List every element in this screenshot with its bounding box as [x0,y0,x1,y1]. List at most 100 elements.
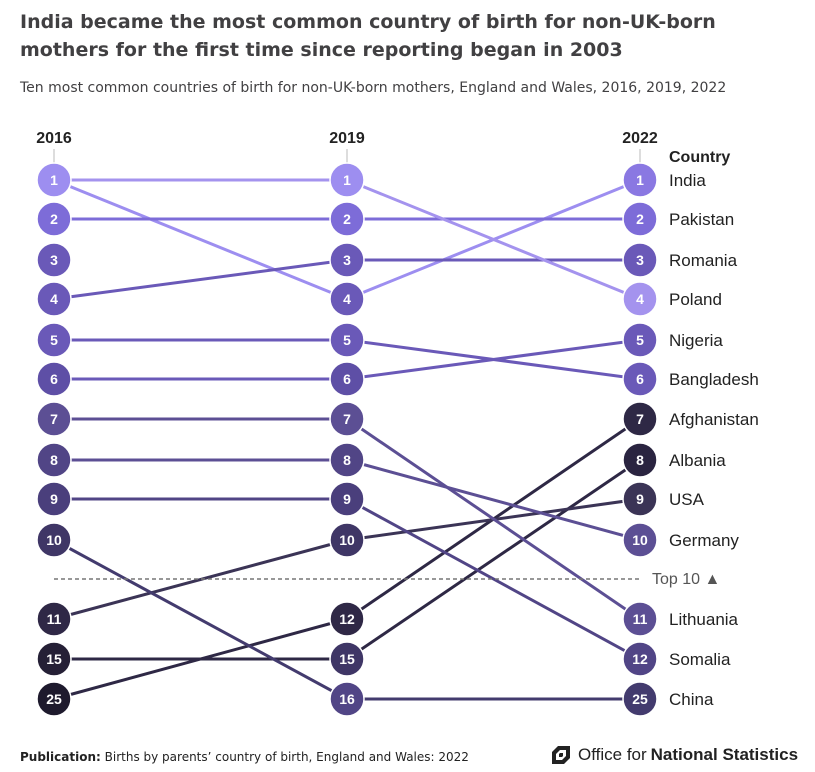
rank-node-2019-12: 12 [329,601,365,637]
rank-node-2022-3: 3 [622,242,658,278]
rank-node-2019-5: 5 [329,322,365,358]
year-labels: 2016 2019 2022 [36,130,658,147]
rank-node-circle [622,162,658,198]
rank-node-circle [329,401,365,437]
rank-node-label: 7 [50,411,58,427]
rank-node-label: 12 [632,651,648,667]
rank-node-label: 2 [50,211,58,227]
rank-node-2016-10: 10 [36,522,72,558]
logo-text-regular: Office for [578,745,647,764]
rank-node-circle [36,401,72,437]
logo-text-bold: National Statistics [650,745,799,764]
country-label-afghanistan: Afghanistan [669,410,759,429]
rank-node-2022-7: 7 [622,401,658,437]
rank-node-circle [36,281,72,317]
chart-title: India became the most common country of … [20,11,716,61]
rank-node-circle [622,281,658,317]
rank-node-circle [36,601,72,637]
rank-node-2022-12: 12 [622,641,658,677]
rank-node-2019-1: 1 [329,162,365,198]
publication-label: Publication: [20,750,101,764]
rank-node-circle [36,242,72,278]
rank-node-label: 10 [632,532,648,548]
rank-node-label: 7 [343,411,351,427]
country-label-somalia: Somalia [669,650,731,669]
rank-node-2016-9: 9 [36,481,72,517]
chart-subtitle: Ten most common countries of birth for n… [20,80,727,96]
rank-node-2019-6: 6 [329,361,365,397]
rank-node-label: 16 [339,691,355,707]
rank-node-2016-5: 5 [36,322,72,358]
rank-node-2016-15: 15 [36,641,72,677]
country-legend-title: Country [669,149,730,166]
rank-node-circle [329,641,365,677]
rank-node-label: 2 [636,211,644,227]
rank-node-circle [622,641,658,677]
rank-node-circle [622,401,658,437]
rank-node-label: 5 [343,332,351,348]
rank-node-circle [622,601,658,637]
rank-node-2016-8: 8 [36,442,72,478]
rank-node-2022-6: 6 [622,361,658,397]
country-label-india: India [669,171,706,190]
rank-node-circle [329,201,365,237]
rank-node-label: 4 [343,291,351,307]
rank-node-label: 9 [636,491,644,507]
rank-node-2016-2: 2 [36,201,72,237]
rank-node-2016-6: 6 [36,361,72,397]
rank-node-circle [329,681,365,717]
top10-cutoff: Top 10 ▲ [54,571,720,588]
rank-node-label: 7 [636,411,644,427]
year-connectors [53,149,641,163]
country-label-lithuania: Lithuania [669,610,739,629]
rank-node-label: 11 [633,611,648,627]
series-line-india [53,178,641,301]
top10-cutoff-label: Top 10 ▲ [652,571,720,588]
rank-node-label: 1 [343,172,351,188]
publication-link[interactable]: Births by parents’ country of birth, Eng… [104,750,469,764]
rank-node-label: 12 [339,611,355,627]
rank-node-label: 4 [636,291,644,307]
rank-node-circle [329,481,365,517]
rank-node-2022-25: 25 [622,681,658,717]
rank-node-circle [36,201,72,237]
rank-node-label: 10 [46,532,62,548]
rank-node-label: 9 [50,491,58,507]
rank-node-label: 1 [50,172,58,188]
rank-node-2022-9: 9 [622,481,658,517]
rank-node-label: 15 [46,651,62,667]
rank-node-2019-15: 15 [329,641,365,677]
rank-node-circle [622,681,658,717]
footer: Publication: Births by parents’ country … [20,750,469,764]
rank-node-circle [329,442,365,478]
rank-node-2016-3: 3 [36,242,72,278]
rank-node-label: 9 [343,491,351,507]
country-label-poland: Poland [669,290,722,309]
rank-node-label: 8 [636,452,644,468]
rank-node-circle [329,322,365,358]
rank-node-2019-16: 16 [329,681,365,717]
country-label-romania: Romania [669,251,738,270]
rank-node-label: 3 [50,252,58,268]
rank-node-2022-1: 1 [622,162,658,198]
rank-node-circle [622,522,658,558]
rank-node-circle [36,481,72,517]
rank-node-2016-25: 25 [36,681,72,717]
rank-node-circle [622,322,658,358]
rank-node-2016-11: 11 [36,601,72,637]
rank-node-2022-2: 2 [622,201,658,237]
rank-node-label: 4 [50,291,58,307]
rank-node-2019-10: 10 [329,522,365,558]
rank-node-circle [329,361,365,397]
series-line-poland [54,178,641,301]
rank-node-label: 8 [343,452,351,468]
rank-node-2019-3: 3 [329,242,365,278]
rank-node-label: 5 [636,332,644,348]
rank-node-circle [622,361,658,397]
year-label-2022: 2022 [622,130,658,147]
ons-logo: Office for National Statistics [550,744,798,766]
rank-node-label: 11 [47,611,62,627]
rank-node-2022-10: 10 [622,522,658,558]
country-labels: Country India Pakistan Romania Poland Nigeria… [669,149,759,709]
rank-node-2016-4: 4 [36,281,72,317]
